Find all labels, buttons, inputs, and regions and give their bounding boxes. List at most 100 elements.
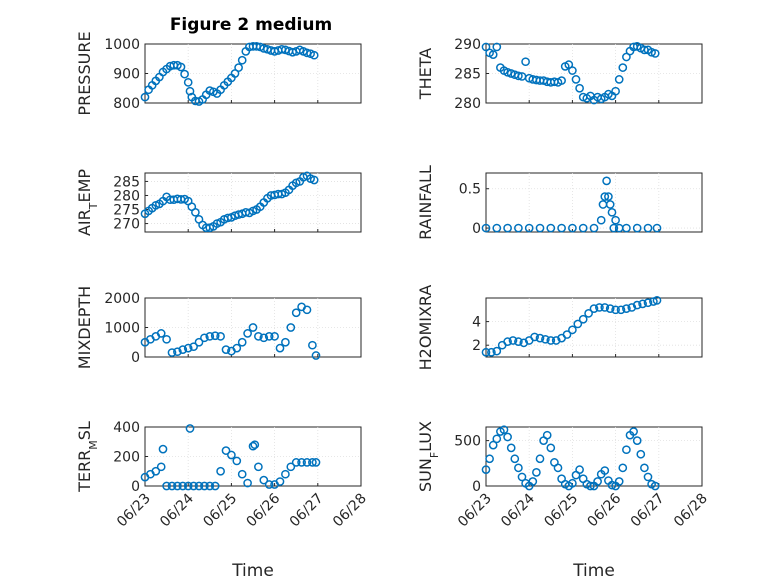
data-point xyxy=(281,337,290,347)
y-tick-label: 0 xyxy=(472,479,481,495)
data-point xyxy=(532,468,541,477)
data-point xyxy=(586,481,595,491)
data-point xyxy=(481,223,491,233)
data-point xyxy=(205,481,215,491)
data-point xyxy=(622,445,631,455)
data-point xyxy=(614,477,624,486)
data-point xyxy=(575,83,584,93)
x-tick-label: 06/27 xyxy=(287,491,327,531)
data-point xyxy=(254,462,263,472)
data-point xyxy=(575,465,584,475)
data-point xyxy=(189,342,198,352)
data-point xyxy=(519,338,529,348)
data-point xyxy=(573,319,583,329)
y-tick-label: 275 xyxy=(113,203,140,219)
y-tick-label: 285 xyxy=(113,174,140,190)
data-point xyxy=(652,223,662,233)
data-point xyxy=(185,424,195,433)
data-point xyxy=(517,472,527,482)
x-axis-label: Time xyxy=(572,561,615,581)
y-tick-label: 900 xyxy=(113,67,140,83)
data-point xyxy=(311,351,321,360)
data-point xyxy=(553,463,563,473)
data-point xyxy=(604,192,613,201)
data-point xyxy=(281,469,290,479)
data-point xyxy=(596,215,606,225)
data-point xyxy=(151,466,161,476)
data-point xyxy=(616,305,626,315)
data-point xyxy=(291,458,301,467)
x-tick-label: 06/26 xyxy=(244,490,284,530)
y-axis-label: AIRTEMP xyxy=(75,169,100,236)
subplot-theta: 280 285 290 THETA xyxy=(416,37,703,112)
data-point xyxy=(618,63,628,72)
y-tick-label: 1000 xyxy=(104,321,140,337)
data-point xyxy=(173,481,182,491)
data-point xyxy=(185,86,195,96)
data-point xyxy=(600,466,610,475)
data-point xyxy=(600,192,610,201)
data-point xyxy=(542,430,552,440)
x-tick-label: 06/25 xyxy=(541,491,581,531)
data-point xyxy=(611,86,620,96)
data-point xyxy=(176,62,186,72)
data-point xyxy=(237,337,247,347)
y-tick-label: 0 xyxy=(131,350,140,366)
data-point xyxy=(503,223,512,233)
subplot-terr-msl: 0 200 400 06/23 06/24 06/25 06/26 06/27 06/28 TER… xyxy=(75,420,370,581)
data-point xyxy=(629,427,638,436)
y-tick-label: 0 xyxy=(472,221,481,237)
data-point xyxy=(275,477,285,486)
data-point xyxy=(535,333,545,343)
data-point xyxy=(652,296,662,305)
data-point xyxy=(609,223,619,233)
data-point xyxy=(237,469,247,479)
data-point xyxy=(194,337,204,347)
x-axis-label: Time xyxy=(231,561,274,581)
data-point xyxy=(311,458,321,467)
data-point xyxy=(541,334,550,344)
data-point xyxy=(200,481,209,491)
data-point xyxy=(481,347,491,357)
data-point xyxy=(568,223,577,233)
data-point xyxy=(499,425,509,435)
data-point xyxy=(584,308,593,318)
data-point xyxy=(237,55,247,65)
axes-frame xyxy=(485,297,703,358)
x-tick-label: 06/23 xyxy=(114,491,154,531)
y-tick-label: 400 xyxy=(113,420,140,436)
data-point xyxy=(492,346,502,356)
data-point xyxy=(302,458,312,467)
subplot-mixdepth: 0 1000 2000 MIXDEPTH xyxy=(75,286,362,369)
data-point xyxy=(297,458,306,467)
y-axis-label: PRESSURE xyxy=(75,31,94,115)
data-point xyxy=(508,336,518,345)
data-point xyxy=(510,454,520,464)
data-point xyxy=(259,333,269,343)
subplot-sun-flux: 0 500 06/23 06/24 06/25 06/26 06/27 06/28 SUNFLU… xyxy=(416,421,711,581)
data-point xyxy=(221,345,231,354)
y-tick-label: 2 xyxy=(472,338,481,354)
data-point xyxy=(627,303,637,312)
data-point xyxy=(178,345,188,354)
data-point xyxy=(250,440,260,450)
data-point xyxy=(514,71,523,81)
data-point xyxy=(243,478,252,488)
subplot-h2omixra: 2 4 H2OMIXRA xyxy=(416,285,703,370)
data-point xyxy=(557,76,566,85)
data-point xyxy=(259,475,269,485)
data-point xyxy=(602,176,611,186)
data-point xyxy=(270,332,279,341)
data-point xyxy=(614,75,624,84)
axes-frame xyxy=(485,426,703,487)
data-point xyxy=(200,333,209,343)
y-tick-label: 200 xyxy=(113,450,140,466)
data-point xyxy=(248,441,258,451)
data-point xyxy=(506,443,516,453)
data-point xyxy=(189,481,198,491)
data-point xyxy=(622,304,631,313)
y-tick-label: 290 xyxy=(454,37,481,53)
data-point xyxy=(632,223,642,233)
data-point xyxy=(632,436,642,445)
